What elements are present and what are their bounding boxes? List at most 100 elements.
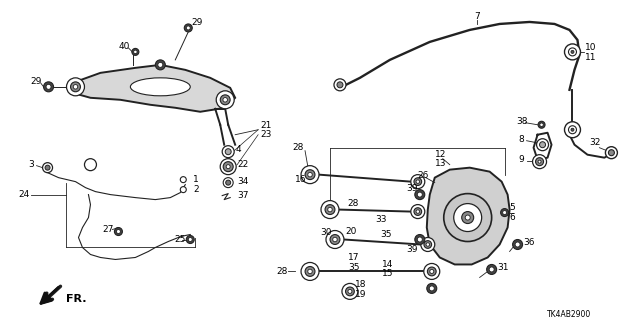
Circle shape (536, 139, 548, 151)
Circle shape (132, 48, 139, 55)
Circle shape (67, 78, 84, 96)
Text: 38: 38 (516, 117, 528, 126)
Circle shape (454, 204, 482, 232)
Text: 28: 28 (347, 199, 358, 208)
Text: 6: 6 (509, 213, 515, 222)
Circle shape (538, 121, 545, 128)
Circle shape (564, 44, 580, 60)
Circle shape (301, 166, 319, 184)
Text: 25: 25 (174, 235, 186, 244)
Circle shape (70, 82, 81, 92)
Circle shape (222, 146, 234, 158)
Circle shape (486, 264, 497, 275)
Text: 29: 29 (31, 77, 42, 86)
Text: 34: 34 (237, 177, 248, 186)
Circle shape (333, 237, 337, 242)
Text: 29: 29 (191, 19, 203, 28)
Text: 16: 16 (295, 175, 307, 184)
Text: 22: 22 (237, 160, 248, 169)
Text: 35: 35 (380, 230, 392, 239)
Circle shape (538, 160, 541, 163)
Text: 14: 14 (382, 260, 393, 269)
Text: 5: 5 (509, 203, 515, 212)
Circle shape (180, 187, 186, 193)
Text: 27: 27 (102, 225, 114, 234)
Text: 37: 37 (237, 191, 249, 200)
Circle shape (321, 201, 339, 219)
Circle shape (461, 212, 474, 224)
Text: 3: 3 (29, 160, 35, 169)
Circle shape (571, 50, 574, 53)
Text: 9: 9 (518, 155, 524, 164)
Circle shape (223, 178, 233, 188)
Circle shape (489, 267, 494, 272)
Circle shape (115, 228, 122, 236)
Text: 20: 20 (345, 227, 356, 236)
Circle shape (43, 163, 52, 173)
Text: 26: 26 (418, 171, 429, 180)
Circle shape (186, 236, 195, 244)
Circle shape (325, 204, 335, 214)
Text: 10: 10 (584, 44, 596, 52)
Circle shape (568, 48, 577, 56)
Text: 28: 28 (292, 143, 303, 152)
Circle shape (116, 229, 120, 234)
Circle shape (416, 210, 420, 213)
Circle shape (609, 150, 614, 156)
Circle shape (428, 267, 436, 276)
Text: 31: 31 (498, 263, 509, 272)
Text: 36: 36 (524, 238, 535, 247)
Circle shape (415, 190, 425, 200)
Circle shape (223, 162, 233, 172)
Text: 12: 12 (435, 150, 446, 159)
Circle shape (328, 207, 332, 212)
Circle shape (536, 158, 543, 166)
Circle shape (417, 192, 422, 197)
Circle shape (416, 180, 420, 183)
Text: 8: 8 (518, 135, 524, 144)
Circle shape (337, 82, 343, 88)
Circle shape (226, 165, 230, 169)
Text: 23: 23 (260, 130, 271, 139)
Circle shape (420, 237, 435, 252)
Ellipse shape (131, 78, 190, 96)
Circle shape (427, 284, 436, 293)
Circle shape (571, 128, 574, 131)
Text: 13: 13 (435, 159, 446, 168)
Text: FR.: FR. (65, 294, 86, 304)
Circle shape (73, 84, 77, 89)
Circle shape (532, 155, 547, 169)
Circle shape (220, 95, 230, 105)
Circle shape (515, 242, 520, 247)
Circle shape (424, 241, 431, 248)
Circle shape (417, 237, 422, 242)
Circle shape (424, 263, 440, 279)
Circle shape (330, 235, 340, 244)
Circle shape (500, 209, 509, 217)
Circle shape (430, 269, 434, 274)
Text: 19: 19 (355, 290, 367, 299)
Text: 11: 11 (584, 53, 596, 62)
Text: 21: 21 (260, 121, 271, 130)
Circle shape (184, 24, 192, 32)
Circle shape (45, 165, 50, 170)
Text: 17: 17 (348, 253, 360, 262)
Circle shape (568, 126, 577, 134)
Circle shape (540, 142, 545, 148)
Circle shape (180, 177, 186, 183)
Circle shape (429, 286, 435, 291)
Text: 1: 1 (193, 175, 199, 184)
Circle shape (415, 235, 425, 244)
Circle shape (220, 159, 236, 175)
Circle shape (411, 204, 425, 219)
Circle shape (225, 149, 231, 155)
Circle shape (301, 262, 319, 280)
Circle shape (348, 289, 352, 293)
Circle shape (44, 82, 54, 92)
Circle shape (334, 79, 346, 91)
Circle shape (326, 230, 344, 249)
Text: 39: 39 (406, 184, 417, 193)
Text: 39: 39 (406, 245, 417, 254)
Text: 2: 2 (193, 185, 199, 194)
Text: 40: 40 (118, 43, 130, 52)
